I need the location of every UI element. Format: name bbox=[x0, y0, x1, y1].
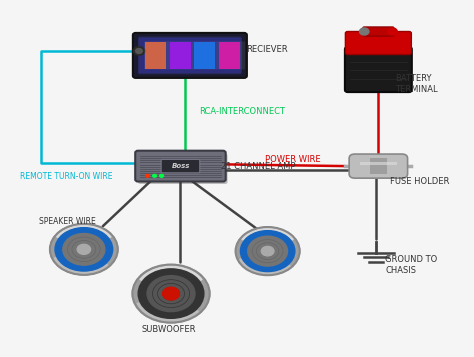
Text: Boss: Boss bbox=[172, 163, 191, 169]
FancyBboxPatch shape bbox=[144, 41, 245, 69]
FancyBboxPatch shape bbox=[135, 151, 226, 181]
Text: REMOTE TURN-ON WIRE: REMOTE TURN-ON WIRE bbox=[20, 172, 113, 181]
Circle shape bbox=[55, 228, 113, 271]
Circle shape bbox=[50, 224, 118, 275]
FancyBboxPatch shape bbox=[133, 33, 247, 78]
Circle shape bbox=[153, 175, 156, 177]
Bar bbox=[370, 158, 387, 174]
Text: GROUND TO
CHASIS: GROUND TO CHASIS bbox=[385, 255, 438, 275]
Circle shape bbox=[136, 49, 142, 54]
Bar bbox=[219, 42, 240, 69]
FancyBboxPatch shape bbox=[363, 27, 394, 36]
Circle shape bbox=[388, 28, 397, 35]
FancyBboxPatch shape bbox=[346, 31, 411, 55]
Text: SPEAKER WIRE: SPEAKER WIRE bbox=[39, 216, 96, 226]
Circle shape bbox=[63, 233, 105, 265]
Circle shape bbox=[146, 175, 149, 177]
Bar bbox=[194, 42, 215, 69]
FancyBboxPatch shape bbox=[161, 159, 200, 173]
Text: POWER WIRE: POWER WIRE bbox=[265, 155, 321, 164]
Circle shape bbox=[77, 244, 91, 255]
Circle shape bbox=[133, 47, 145, 55]
Text: RCA-INTERCONNECT: RCA-INTERCONNECT bbox=[199, 107, 285, 116]
Text: 21 CHANNEL AMP: 21 CHANNEL AMP bbox=[220, 162, 295, 171]
Text: BATTERY
TERMINAL: BATTERY TERMINAL bbox=[395, 74, 438, 94]
Circle shape bbox=[160, 175, 164, 177]
FancyBboxPatch shape bbox=[138, 154, 228, 184]
Circle shape bbox=[147, 276, 195, 312]
Bar bbox=[359, 162, 397, 165]
Circle shape bbox=[138, 269, 204, 318]
Circle shape bbox=[132, 265, 210, 323]
Circle shape bbox=[359, 28, 369, 35]
Bar bbox=[170, 42, 191, 69]
Wedge shape bbox=[163, 287, 180, 300]
FancyBboxPatch shape bbox=[349, 154, 408, 178]
Circle shape bbox=[261, 246, 274, 256]
Text: FUSE HOLDER: FUSE HOLDER bbox=[390, 177, 449, 186]
Text: RECIEVER: RECIEVER bbox=[246, 45, 288, 54]
Text: SUBWOOFER: SUBWOOFER bbox=[141, 325, 196, 333]
Circle shape bbox=[164, 288, 178, 299]
Bar bbox=[145, 42, 166, 69]
Circle shape bbox=[240, 231, 295, 272]
FancyBboxPatch shape bbox=[345, 47, 412, 92]
Circle shape bbox=[236, 227, 300, 275]
FancyBboxPatch shape bbox=[138, 37, 241, 74]
Circle shape bbox=[248, 236, 288, 266]
